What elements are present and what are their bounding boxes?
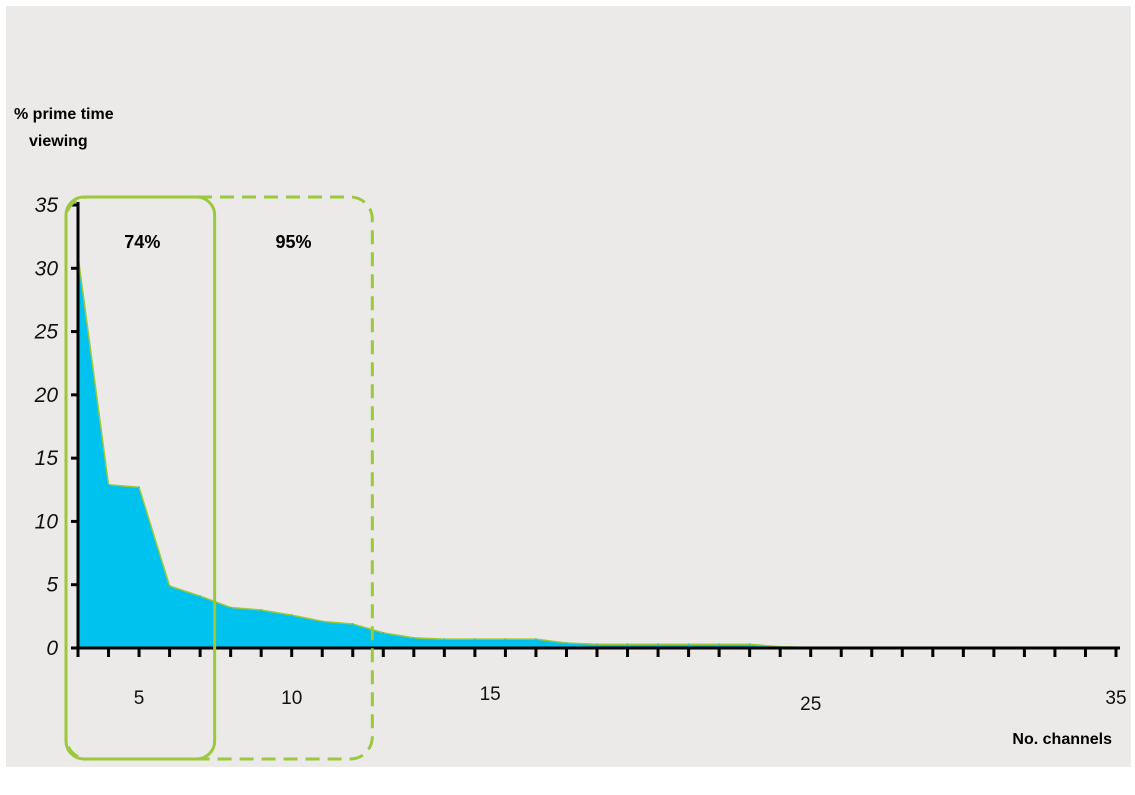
y-tick-label: 35 bbox=[35, 194, 59, 217]
y-tick-label: 20 bbox=[34, 384, 59, 407]
data-point bbox=[748, 643, 751, 646]
data-point bbox=[687, 643, 690, 646]
y-axis-label-line-2: viewing bbox=[29, 133, 88, 150]
y-tick-label: 5 bbox=[46, 574, 58, 597]
share-annotation-95: 95% bbox=[275, 232, 311, 252]
data-point bbox=[382, 632, 385, 634]
x-tick-label: 25 bbox=[800, 694, 821, 715]
data-point bbox=[718, 643, 720, 646]
data-point bbox=[596, 643, 598, 646]
data-point bbox=[626, 643, 629, 646]
area-fill bbox=[78, 255, 1116, 648]
area-edge-line bbox=[77, 255, 1116, 649]
y-tick-label: 25 bbox=[34, 321, 59, 344]
x-tick-label: 10 bbox=[281, 688, 302, 709]
data-point bbox=[138, 486, 140, 489]
y-tick-label: 30 bbox=[35, 257, 59, 280]
data-point bbox=[260, 609, 262, 611]
y-tick-label: 15 bbox=[35, 447, 59, 470]
data-point bbox=[199, 595, 201, 597]
data-point bbox=[229, 606, 232, 609]
data-point bbox=[107, 483, 110, 486]
x-axis-label: No. channels bbox=[1012, 731, 1112, 748]
top-channels-box-95 bbox=[64, 195, 374, 761]
data-point bbox=[290, 614, 293, 616]
data-point bbox=[535, 638, 537, 640]
data-point bbox=[474, 638, 476, 640]
x-tick-label: 15 bbox=[480, 684, 501, 705]
x-tick-label: 35 bbox=[1105, 688, 1126, 709]
share-annotation-74: 74% bbox=[124, 232, 160, 252]
data-point bbox=[565, 642, 568, 644]
data-point bbox=[413, 637, 415, 639]
data-point bbox=[657, 643, 659, 646]
y-axis-label: % prime time viewing bbox=[14, 101, 114, 155]
data-point bbox=[443, 638, 446, 640]
data-point bbox=[504, 638, 507, 640]
data-point bbox=[351, 623, 354, 625]
y-tick-label: 0 bbox=[46, 637, 58, 660]
data-point bbox=[168, 585, 171, 587]
x-tick-label: 5 bbox=[134, 688, 145, 709]
y-axis-label-line-1: % prime time bbox=[14, 106, 114, 123]
data-point bbox=[321, 620, 324, 623]
y-tick-label: 10 bbox=[35, 510, 59, 533]
